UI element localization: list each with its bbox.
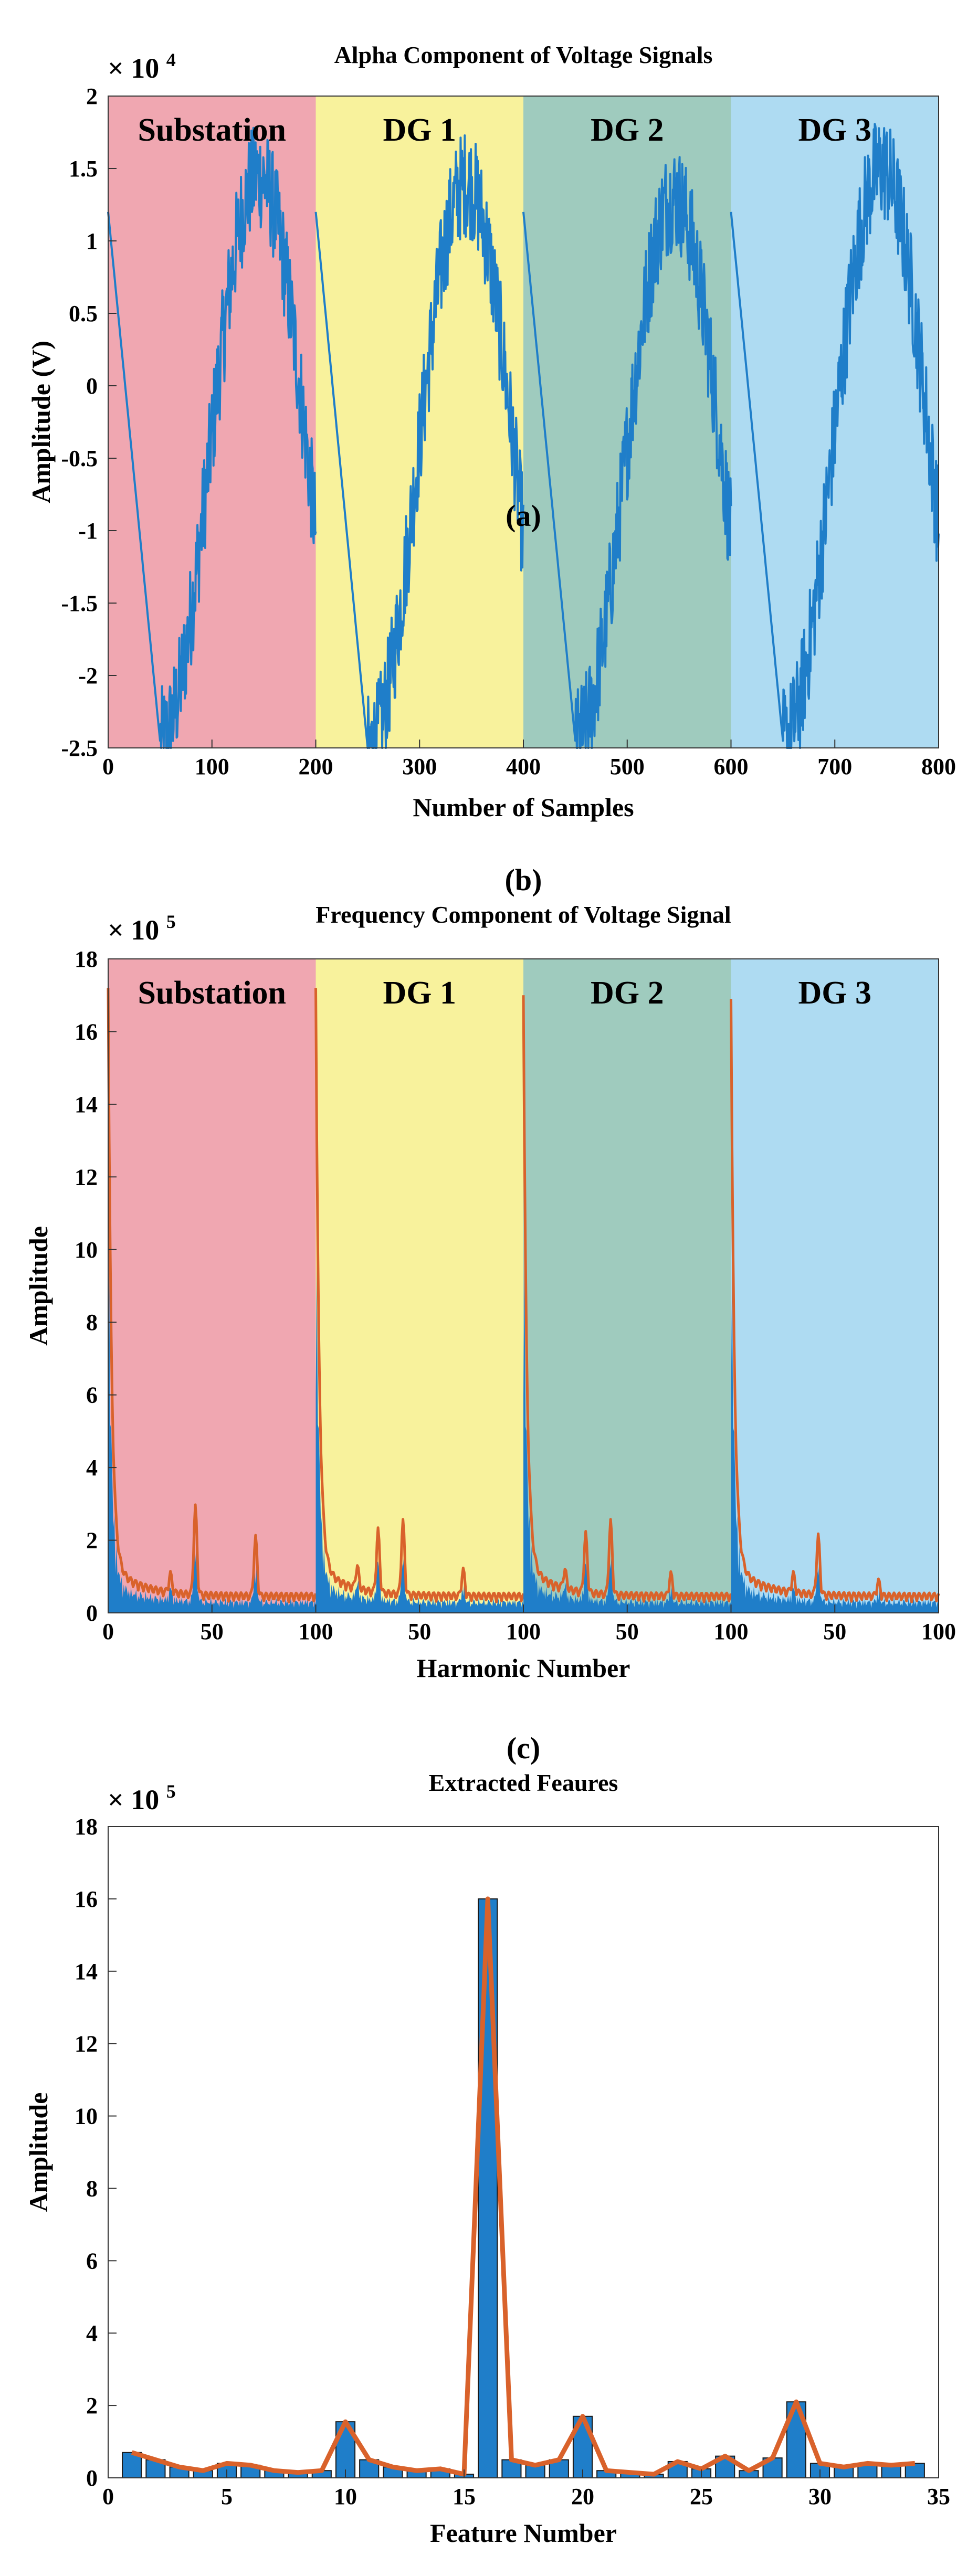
x-tick-label: 20 [571,2484,594,2509]
x-tick-label: 600 [714,754,749,779]
x-tick-label: 300 [402,754,437,779]
x-axis-label: Harmonic Number [417,1653,630,1683]
x-tick-label: 25 [690,2484,713,2509]
x-tick-label: 0 [102,754,114,779]
panel-label: (a) [506,499,541,533]
region-label-0: Substation [138,112,286,148]
y-tick-label: 2 [86,2393,98,2419]
panel-label: (c) [507,1731,540,1765]
exponent-label: × 10 4 [108,49,176,84]
x-tick-label: 0 [102,1619,114,1644]
x-tick-label: 0 [102,2484,114,2509]
region-label-3: DG 3 [798,975,872,1011]
x-tick-label: 30 [808,2484,832,2509]
region-label-2: DG 2 [591,975,664,1011]
chart-title: Alpha Component of Voltage Signals [334,41,713,68]
y-tick-label: 2 [86,83,98,109]
x-axis-label: Feature Number [430,2518,617,2548]
y-tick-label: 0 [86,2465,98,2491]
region-band-3 [731,959,939,1613]
x-tick-label: 100 [714,1619,749,1644]
feature-trend-line [131,1896,916,2477]
exponent-label: × 10 5 [108,1781,176,1815]
y-axis-label: Amplitude [24,1226,53,1346]
spectrum-line-3 [730,999,940,1603]
y-tick-label: 0 [86,373,98,399]
series-line-segment-0 [107,126,317,749]
y-tick-label: 6 [86,1382,98,1408]
x-tick-label: 50 [823,1619,846,1644]
x-tick-label: 50 [408,1619,431,1644]
x-tick-label: 10 [334,2484,357,2509]
y-tick-label: 14 [75,1092,98,1117]
region-label-1: DG 1 [383,112,457,148]
x-tick-label: 100 [506,1619,541,1644]
y-tick-label: 12 [75,1164,98,1190]
x-tick-label: 50 [201,1619,224,1644]
y-axis-label: Amplitude (V) [26,341,56,503]
y-tick-label: -1 [78,518,98,544]
y-tick-label: 18 [75,946,98,972]
y-tick-label: 0.5 [69,301,98,326]
y-tick-label: 16 [75,1886,98,1912]
chart-title: Extracted Feaures [429,1769,618,1796]
y-axis-label: Amplitude [24,2093,53,2212]
x-tick-label: 700 [817,754,852,779]
series-line-segment-3 [730,123,940,749]
y-tick-label: 2 [86,1528,98,1554]
y-tick-label: 8 [86,1310,98,1335]
x-tick-label: 100 [195,754,229,779]
y-tick-label: 1 [86,228,98,254]
y-tick-label: -1.5 [61,590,98,616]
y-tick-label: 8 [86,2176,98,2201]
feature-bar-16 [478,1898,498,2478]
region-label-1: DG 1 [383,975,457,1011]
y-tick-label: 12 [75,2031,98,2057]
x-axis-label: Number of Samples [413,793,634,822]
y-tick-label: 4 [86,2320,98,2346]
panel-b-frequency-chart: 0 50 100 50 100 50 100 50 100 0 2 4 6 8 10 12 14 16 18 (b) F… [24,863,956,1683]
spectrum-line-2 [522,995,732,1603]
y-tick-label: 14 [75,1959,98,1984]
region-band-1 [316,959,523,1613]
x-tick-label: 100 [299,1619,333,1644]
x-tick-label: 15 [453,2484,476,2509]
region-label-3: DG 3 [798,112,872,148]
spectrum-line-0 [107,988,317,1603]
y-tick-label: 1.5 [69,156,98,182]
exponent-label: × 10 5 [108,911,176,946]
x-tick-label: 35 [927,2484,950,2509]
panel-label: (b) [505,863,542,897]
chart-title: Frequency Component of Voltage Signal [316,901,731,928]
region-band-0 [108,959,316,1613]
panel-a-alpha-chart: 0 100 200 300 400 500 600 700 800 -2.5 -2 -1.5 -1 -0.… [26,41,956,822]
y-tick-label: 4 [86,1455,98,1481]
y-tick-label: 10 [75,1237,98,1263]
region-label-0: Substation [138,975,286,1011]
y-tick-label: 10 [75,2104,98,2129]
region-band-2 [523,959,731,1613]
y-tick-label: 16 [75,1019,98,1044]
region-label-2: DG 2 [591,112,664,148]
y-tick-label: 18 [75,1814,98,1840]
x-tick-label: 500 [610,754,645,779]
x-tick-label: 400 [506,754,541,779]
x-tick-label: 5 [221,2484,233,2509]
series-line-segment-2 [522,156,732,749]
y-tick-label: -2 [78,663,98,689]
y-tick-label: -2.5 [61,735,98,761]
x-tick-label: 800 [921,754,956,779]
panel-c-features-chart: 0 5 10 15 20 25 30 35 0 2 4 6 8 10 12 14 16 18 (c) Extracte… [24,1731,950,2548]
y-tick-label: 0 [86,1600,98,1626]
spectrum-line-1 [314,988,525,1603]
series-line-segment-1 [314,134,524,749]
x-tick-label: 100 [921,1619,956,1644]
y-tick-label: 6 [86,2248,98,2274]
x-tick-label: 200 [299,754,333,779]
axes-frame [108,1826,939,2478]
y-tick-label: -0.5 [61,446,98,471]
x-tick-label: 50 [616,1619,639,1644]
